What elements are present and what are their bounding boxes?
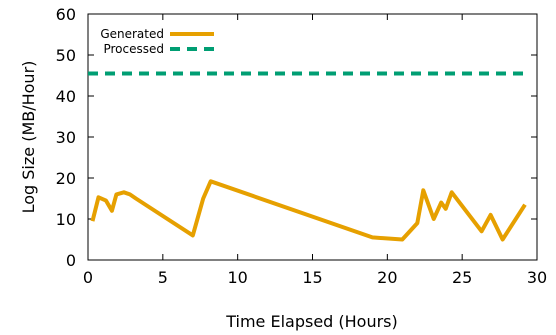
series-layer	[88, 71, 527, 242]
y-tick-label: 50	[56, 46, 76, 65]
x-tick-label: 5	[158, 268, 168, 287]
axis-ticks: 0 5 10 15 20 25 30 0 10 20 30 40 50 60	[56, 5, 548, 287]
y-tick-label: 10	[56, 210, 76, 229]
x-axis-title: Time Elapsed (Hours)	[225, 312, 398, 331]
x-tick-label: 25	[452, 268, 472, 287]
x-tick-label: 20	[377, 268, 397, 287]
x-tick-label: 15	[302, 268, 322, 287]
legend: Generated Processed	[100, 27, 214, 56]
legend-label-generated: Generated	[100, 27, 164, 41]
x-tick-label: 30	[527, 268, 547, 287]
x-tick-label: 0	[83, 268, 93, 287]
y-axis-title: Log Size (MB/Hour)	[19, 61, 38, 214]
y-tick-label: 0	[66, 251, 76, 270]
series-line-generated	[90, 179, 527, 242]
y-tick-label: 40	[56, 87, 76, 106]
legend-label-processed: Processed	[103, 42, 164, 56]
y-tick-label: 60	[56, 5, 76, 24]
y-tick-label: 20	[56, 169, 76, 188]
y-tick-label: 30	[56, 128, 76, 147]
x-tick-label: 10	[227, 268, 247, 287]
